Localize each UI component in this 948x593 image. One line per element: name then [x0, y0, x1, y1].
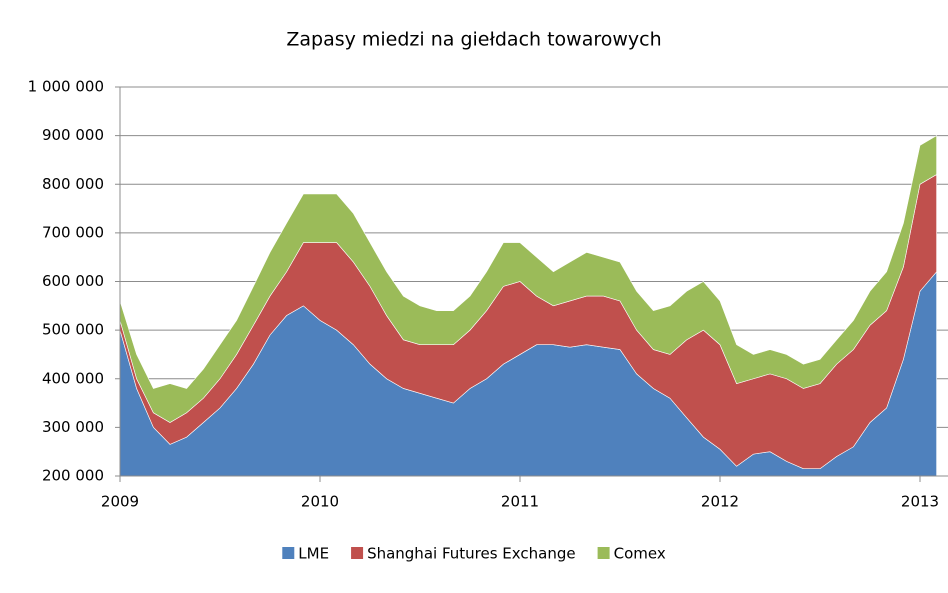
- y-tick-label: 900 000: [42, 126, 104, 144]
- y-tick-label: 300 000: [42, 418, 104, 436]
- y-tick-label: 200 000: [42, 467, 104, 485]
- legend-label: LME: [298, 545, 329, 563]
- y-tick-label: 400 000: [42, 369, 104, 387]
- area: [119, 135, 937, 423]
- legend-swatch: [351, 547, 364, 559]
- y-tick-label: 800 000: [42, 175, 104, 193]
- x-tick-label: 2010: [301, 493, 339, 511]
- x-tick-label: 2011: [501, 493, 539, 511]
- legend-label: Shanghai Futures Exchange: [367, 545, 576, 563]
- x-tick-label: 2013: [901, 493, 939, 511]
- x-tick-label: 2009: [101, 493, 139, 511]
- chart-title: Zapasy miedzi na giełdach towarowych: [286, 29, 661, 51]
- legend-swatch: [282, 547, 295, 559]
- y-tick-label: 1 000 000: [28, 78, 104, 96]
- y-tick-label: 700 000: [42, 223, 104, 241]
- y-tick-label: 600 000: [42, 272, 104, 290]
- y-tick-label: 500 000: [42, 321, 104, 339]
- legend-label: Comex: [614, 545, 666, 563]
- legend-swatch: [597, 547, 610, 559]
- x-tick-label: 2012: [701, 493, 739, 511]
